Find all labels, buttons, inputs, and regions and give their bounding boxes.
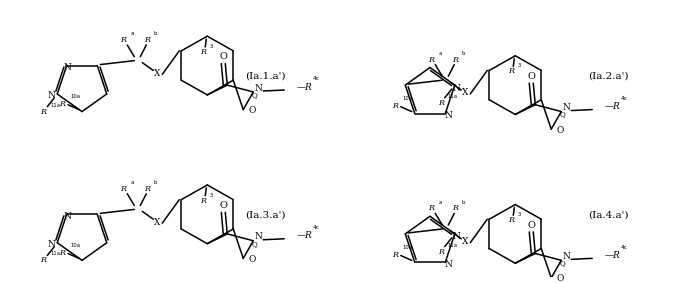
Text: X: X [154, 69, 160, 78]
Text: R: R [452, 56, 458, 64]
Text: 3: 3 [517, 63, 521, 68]
Text: R: R [120, 36, 126, 44]
Text: N: N [48, 91, 55, 100]
Text: X: X [462, 237, 468, 246]
Text: R: R [200, 48, 206, 56]
Text: 4c: 4c [620, 245, 627, 250]
Text: 4c: 4c [312, 76, 319, 81]
Text: R: R [508, 216, 514, 224]
Text: N: N [453, 83, 461, 93]
Text: b: b [461, 200, 465, 205]
Text: O: O [527, 220, 536, 230]
Text: 10a: 10a [70, 243, 80, 248]
Text: O: O [219, 201, 228, 210]
Text: O: O [248, 106, 256, 115]
Text: Q: Q [251, 91, 257, 99]
Text: R: R [59, 248, 65, 256]
Text: O: O [527, 72, 536, 81]
Text: R: R [144, 36, 150, 44]
Text: N: N [444, 111, 452, 120]
Text: N: N [254, 83, 262, 93]
Text: 10a: 10a [402, 96, 413, 101]
Text: R: R [428, 56, 434, 64]
Text: a: a [130, 31, 134, 36]
Text: (Ia.3.a'): (Ia.3.a') [245, 211, 286, 220]
Text: R: R [200, 197, 206, 205]
Text: Q: Q [559, 110, 565, 119]
Text: N: N [64, 63, 71, 72]
Text: R: R [59, 100, 65, 108]
Text: N: N [254, 232, 262, 241]
Text: X: X [154, 218, 160, 227]
Text: 3: 3 [209, 44, 213, 49]
Text: N: N [48, 240, 55, 249]
Text: 3: 3 [209, 193, 213, 198]
Text: N: N [64, 212, 71, 221]
Text: 10a: 10a [402, 245, 413, 250]
Text: R: R [120, 185, 126, 193]
Text: b: b [153, 180, 157, 185]
Text: X: X [462, 89, 468, 97]
Text: (Ia.2.a'): (Ia.2.a') [588, 72, 629, 81]
Text: O: O [556, 275, 564, 283]
Text: R: R [392, 102, 398, 110]
Text: R: R [438, 99, 444, 107]
Text: b: b [153, 31, 157, 36]
Text: a: a [438, 200, 442, 205]
Text: —R: —R [604, 251, 620, 260]
Text: N: N [444, 260, 452, 269]
Text: b: b [461, 51, 465, 56]
Text: Q: Q [251, 240, 257, 248]
Text: —R: —R [604, 102, 620, 111]
Text: —R: —R [296, 83, 312, 92]
Text: Q: Q [559, 259, 565, 267]
Text: 11a: 11a [50, 103, 60, 108]
Text: (Ia.4.a'): (Ia.4.a') [588, 211, 629, 220]
Text: R: R [144, 185, 150, 193]
Text: R: R [41, 256, 46, 264]
Text: 11a: 11a [50, 252, 60, 256]
Text: R: R [392, 250, 398, 258]
Text: N: N [453, 232, 461, 241]
Text: R: R [41, 108, 46, 116]
Text: R: R [428, 204, 434, 213]
Text: 3: 3 [517, 212, 521, 217]
Text: 4c: 4c [312, 225, 319, 230]
Text: 10a: 10a [70, 94, 80, 99]
Text: 4c: 4c [620, 96, 627, 101]
Text: R: R [508, 67, 514, 75]
Text: O: O [219, 52, 228, 61]
Text: (Ia.1.a'): (Ia.1.a') [245, 72, 286, 81]
Text: O: O [556, 126, 564, 135]
Text: a: a [438, 51, 442, 56]
Text: N: N [562, 252, 570, 261]
Text: —R: —R [296, 231, 312, 240]
Text: O: O [248, 255, 256, 264]
Text: R: R [438, 248, 444, 256]
Text: N: N [562, 103, 570, 112]
Text: a: a [130, 180, 134, 185]
Text: 11a: 11a [448, 94, 458, 99]
Text: 11a: 11a [448, 243, 458, 248]
Text: R: R [452, 204, 458, 213]
